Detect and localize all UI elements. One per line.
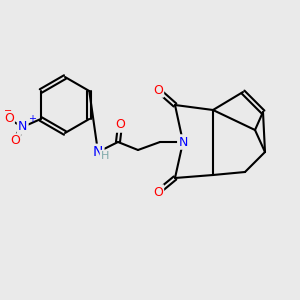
Text: N: N — [178, 136, 188, 148]
Text: O: O — [4, 112, 14, 125]
Text: −: − — [4, 106, 12, 116]
Text: O: O — [10, 134, 20, 148]
Text: O: O — [115, 118, 125, 131]
Text: N: N — [93, 145, 103, 159]
Text: N: N — [18, 121, 27, 134]
Text: +: + — [28, 114, 36, 124]
Text: O: O — [153, 83, 163, 97]
Text: O: O — [153, 185, 163, 199]
Text: H: H — [101, 151, 109, 161]
